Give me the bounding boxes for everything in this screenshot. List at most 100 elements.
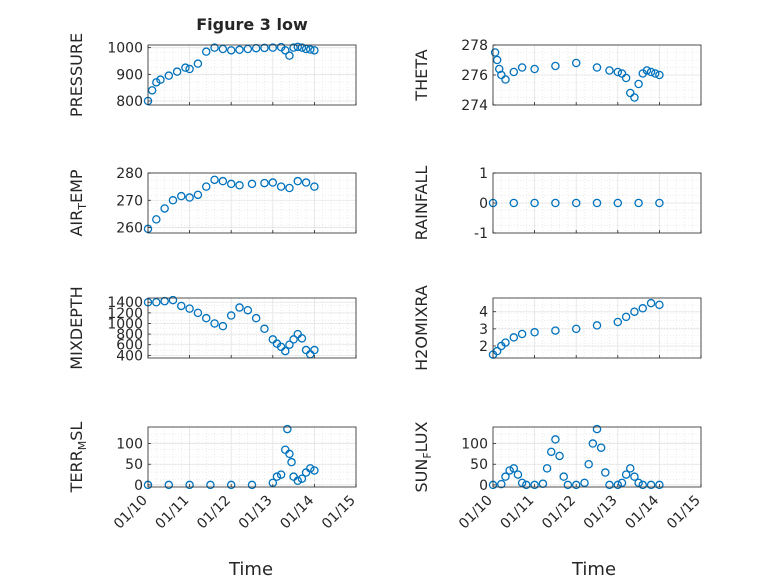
data-point xyxy=(287,457,296,467)
data-point xyxy=(301,44,311,54)
data-point xyxy=(613,67,623,77)
data-point xyxy=(285,449,294,459)
data-point xyxy=(193,308,203,318)
data-point xyxy=(210,175,219,185)
y-tick-label: 276 xyxy=(461,68,488,84)
y-tick-label: 100 xyxy=(461,437,488,453)
data-point xyxy=(201,182,211,191)
data-point xyxy=(634,198,643,208)
data-point xyxy=(555,451,564,461)
y-tick-label: 50 xyxy=(125,457,143,473)
y-tick-label: 0 xyxy=(479,478,488,494)
data-point xyxy=(626,464,635,473)
data-point xyxy=(201,47,211,56)
subplot-air-temp: 260 270 280 AIRTEMP xyxy=(67,166,357,237)
x-tick-label: 01/11 xyxy=(153,493,193,533)
data-point xyxy=(601,468,610,477)
data-point xyxy=(551,435,560,444)
x-tick-label: 01/13 xyxy=(236,493,276,533)
data-point xyxy=(617,478,627,488)
x-tick-label: 01/10 xyxy=(111,493,151,533)
data-point xyxy=(551,198,560,208)
subplot-rainfall: -1 0 1 RAINFALL xyxy=(412,166,702,242)
data-point xyxy=(655,198,664,208)
data-point xyxy=(268,178,278,187)
data-point xyxy=(305,464,315,473)
data-point xyxy=(613,198,623,208)
x-tick-label: 01/10 xyxy=(456,493,496,533)
subplot-terr-msl: 0 50 100 01/10 01/11 01/12 01/13 01/14 01/15 TERR… xyxy=(67,422,359,533)
y-tick-label: 278 xyxy=(461,38,488,54)
y-tick-label: 270 xyxy=(116,193,143,209)
subplot-theta: 274 276 278 THETA xyxy=(412,38,702,114)
data-point xyxy=(646,480,656,490)
data-point xyxy=(185,64,194,74)
y-tick-label: 600 xyxy=(116,338,143,354)
data-point xyxy=(268,43,278,52)
x-tick-label: 01/13 xyxy=(581,493,621,533)
data-point xyxy=(276,470,286,479)
x-tick-label: 01/14 xyxy=(277,492,317,532)
data-point xyxy=(235,181,244,190)
y-axis-label: THETA xyxy=(412,49,431,101)
data-point xyxy=(501,338,510,347)
data-point xyxy=(160,204,169,213)
data-point xyxy=(559,472,568,481)
plot-area xyxy=(493,298,701,358)
data-point xyxy=(177,301,186,311)
data-point xyxy=(185,304,194,313)
x-axis-label-right: Time xyxy=(571,559,616,580)
data-point xyxy=(283,424,292,434)
y-tick-label: 1400 xyxy=(107,295,143,311)
data-point xyxy=(260,178,269,188)
x-tick-label: 01/15 xyxy=(319,493,359,533)
data-point xyxy=(310,466,319,475)
data-point xyxy=(551,326,560,335)
data-point xyxy=(588,439,598,448)
data-point xyxy=(226,179,236,189)
data-point xyxy=(638,480,648,490)
data-point xyxy=(513,470,523,479)
subplot-h2omixra: 234 H2OMIXRA xyxy=(412,285,702,371)
data-point xyxy=(592,198,602,208)
y-tick-label: 800 xyxy=(116,327,143,343)
data-point xyxy=(152,297,161,307)
data-point xyxy=(285,340,294,349)
data-point xyxy=(626,88,635,98)
data-point xyxy=(226,46,236,55)
data-point xyxy=(235,45,244,55)
data-point xyxy=(530,198,539,208)
data-point xyxy=(243,44,253,54)
data-point xyxy=(605,480,614,490)
data-point xyxy=(185,193,194,202)
data-point xyxy=(490,48,500,57)
data-point xyxy=(517,63,527,72)
data-point xyxy=(152,215,161,224)
data-point xyxy=(297,474,307,483)
y-tick-label: 274 xyxy=(461,98,488,114)
data-point xyxy=(310,182,319,191)
plot-area xyxy=(148,173,356,233)
data-point xyxy=(530,480,539,490)
y-axis-label: H2OMIXRA xyxy=(412,285,431,371)
data-point xyxy=(210,43,219,52)
data-point xyxy=(571,198,581,208)
y-tick-label: -1 xyxy=(474,226,488,242)
data-point xyxy=(655,70,664,80)
y-tick-label: 260 xyxy=(116,221,143,237)
data-point xyxy=(530,64,539,74)
data-point xyxy=(206,480,215,490)
axes-box xyxy=(492,297,702,359)
data-point xyxy=(630,472,639,481)
data-point xyxy=(584,459,593,469)
data-point xyxy=(642,66,652,75)
x-tick-label: 01/12 xyxy=(539,493,579,533)
axes-box xyxy=(147,426,357,488)
plot-area xyxy=(148,427,356,487)
data-point xyxy=(613,480,623,490)
data-point xyxy=(655,480,664,490)
data-point xyxy=(251,313,261,323)
data-point xyxy=(501,75,510,84)
data-point xyxy=(492,346,502,356)
